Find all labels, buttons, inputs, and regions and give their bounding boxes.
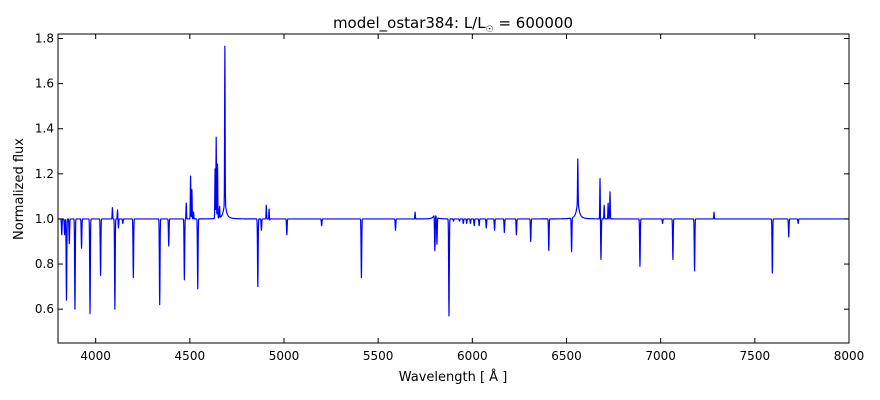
x-tick-label: 6500 (551, 349, 582, 363)
chart-title: model_ostar384: L/L☉ = 600000 (333, 14, 573, 35)
x-tick-label: 4500 (175, 349, 206, 363)
plot-area (57, 33, 850, 344)
y-tick-label: 0.6 (35, 302, 54, 316)
chart-title-suffix: = 600000 (494, 14, 573, 32)
x-tick-label: 7500 (740, 349, 771, 363)
x-tick-label: 5500 (363, 349, 394, 363)
x-tick-label: 6000 (457, 349, 488, 363)
x-tick-label: 4000 (80, 349, 111, 363)
x-axis: 4000 4500 5000 5500 6000 6500 7000 7500 8000 (80, 34, 864, 363)
spectrum-line (57, 45, 850, 317)
y-axis-label: Normalized flux (12, 138, 27, 240)
y-axis: 0.6 0.8 1.0 1.2 1.4 1.6 1.8 (35, 32, 849, 316)
x-tick-label: 7000 (645, 349, 676, 363)
y-tick-label: 1.4 (35, 122, 54, 136)
x-tick-label: 8000 (834, 349, 865, 363)
y-tick-label: 1.6 (35, 77, 54, 91)
y-tick-label: 0.8 (35, 257, 54, 271)
x-tick-label: 5000 (269, 349, 300, 363)
x-axis-label: Wavelength [ Å ] (399, 369, 508, 385)
sun-symbol: ☉ (486, 25, 494, 35)
y-tick-label: 1.8 (35, 32, 54, 46)
chart-title-main: model_ostar384: L/L (333, 14, 486, 33)
plot-frame (57, 33, 850, 344)
y-tick-label: 1.2 (35, 167, 54, 181)
y-tick-label: 1.0 (35, 212, 54, 226)
